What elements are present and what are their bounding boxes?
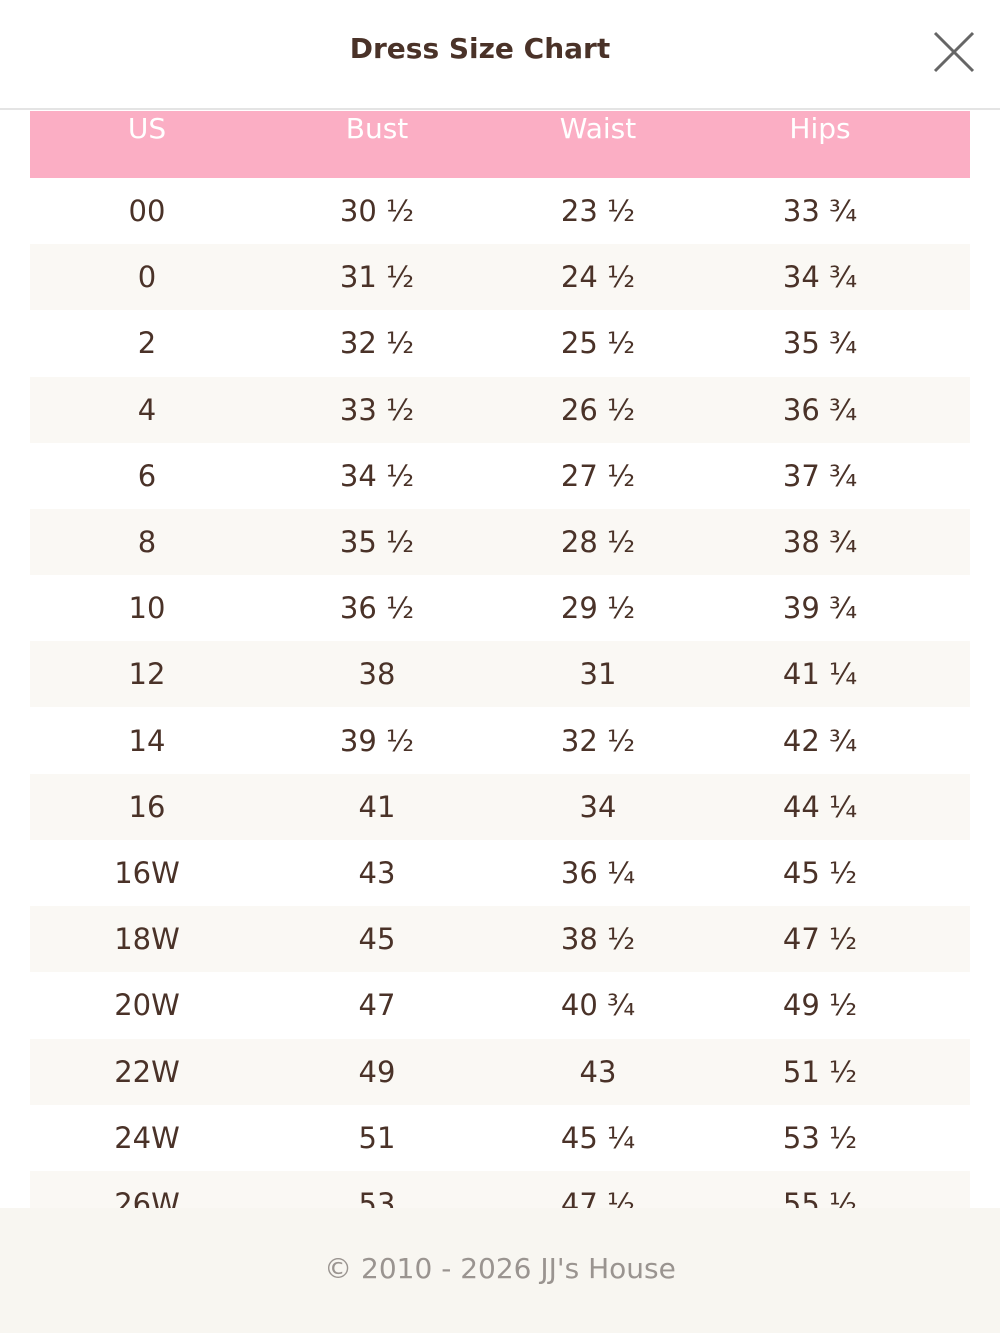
table-cell: 43	[579, 1054, 617, 1089]
table-cell: 16W	[114, 856, 180, 890]
table-cell: 14	[128, 723, 166, 758]
table-cell: 45 ½	[782, 856, 858, 890]
table-cell: 00	[128, 194, 166, 228]
table-row: 8 35 ½ 28 ½ 38 ¾	[30, 509, 970, 575]
table-cell: 6	[137, 458, 157, 493]
copyright: © 2010 - 2026 JJ's House	[324, 1252, 676, 1285]
modal-header: Dress Size Chart	[0, 0, 1000, 110]
table-cell: 12	[128, 657, 166, 692]
close-button[interactable]	[930, 28, 978, 76]
table-cell: 20W	[114, 988, 180, 1023]
table-cell: 51 ½	[782, 1054, 858, 1089]
table-cell: 33 ½	[339, 392, 415, 427]
table-cell: 2	[137, 326, 157, 361]
table-cell: 47	[358, 988, 396, 1023]
table-cell: 42 ¾	[782, 723, 858, 758]
table-cell: 36 ½	[339, 591, 415, 626]
table-cell: 49	[358, 1054, 396, 1089]
table-cell: 24 ½	[560, 260, 636, 295]
table-cell: 32 ½	[339, 326, 415, 361]
table-header: US Bust Waist Hips	[30, 111, 970, 178]
table-cell: 25 ½	[560, 326, 636, 361]
table-row: 16 41 34 44 ¼	[30, 773, 970, 840]
table-row: 16W 43 36 ¼ 45 ½	[30, 840, 970, 906]
table-cell: 34	[579, 789, 617, 824]
table-row: 2 32 ½ 25 ½ 35 ¾	[30, 310, 970, 377]
column-header: Hips	[789, 112, 851, 145]
modal-title: Dress Size Chart	[349, 32, 611, 65]
table-cell: 37 ¾	[782, 458, 858, 493]
table-cell: 40 ¾	[560, 988, 636, 1023]
table-row: 12 38 31 41 ¼	[30, 641, 970, 708]
table-cell: 41	[358, 789, 396, 824]
table-cell: 26W	[114, 1187, 180, 1208]
table-cell: 36 ¾	[782, 392, 858, 427]
table-cell: 53	[358, 1187, 396, 1208]
table-row: 4 33 ½ 26 ½ 36 ¾	[30, 376, 970, 443]
table-cell: 28 ½	[560, 525, 636, 559]
table-cell: 45	[358, 922, 396, 957]
table-cell: 22W	[114, 1054, 180, 1089]
table-cell: 34 ¾	[782, 260, 858, 295]
table-cell: 55 ½	[782, 1187, 858, 1208]
table-cell: 35 ¾	[782, 326, 858, 361]
table-cell: 8	[137, 525, 157, 559]
table-cell: 32 ½	[560, 723, 636, 758]
table-cell: 49 ½	[782, 988, 858, 1023]
table-cell: 23 ½	[560, 194, 636, 228]
table-cell: 31	[579, 657, 617, 692]
table-row: 14 39 ½ 32 ½ 42 ¾	[30, 707, 970, 774]
table-cell: 30 ½	[339, 194, 415, 228]
table-cell: 45 ¼	[560, 1120, 636, 1155]
table-cell: 27 ½	[560, 458, 636, 493]
column-header: Bust	[345, 112, 409, 145]
table-cell: 47 ½	[782, 922, 858, 957]
table-row: 24W 51 45 ¼ 53 ½	[30, 1104, 970, 1171]
table-cell: 39 ½	[339, 723, 415, 758]
table-cell: 31 ½	[339, 260, 415, 295]
table-cell: 18W	[114, 922, 180, 957]
table-cell: 24W	[114, 1120, 180, 1155]
table-cell: 41 ¼	[782, 657, 858, 692]
table-cell: 47 ½	[560, 1187, 636, 1208]
table-cell: 51	[358, 1120, 396, 1155]
table-cell: 29 ½	[560, 591, 636, 626]
column-header: Waist	[559, 112, 637, 145]
table-row: 26W 53 47 ½ 55 ½	[30, 1171, 970, 1208]
table-cell: 4	[137, 392, 157, 427]
table-row: 10 36 ½ 29 ½ 39 ¾	[30, 575, 970, 642]
table-row: 00 30 ½ 23 ½ 33 ¾	[30, 178, 970, 244]
size-table: US Bust Waist Hips 00 30 ½ 23 ½ 33 ¾ 0 31 ½ 24 ½ 3…	[30, 111, 970, 1208]
table-row: 18W 45 38 ½ 47 ½	[30, 906, 970, 973]
table-cell: 35 ½	[339, 525, 415, 559]
table-cell: 53 ½	[782, 1120, 858, 1155]
table-cell: 36 ¼	[560, 856, 636, 890]
table-cell: 38 ¾	[782, 525, 858, 559]
table-row: 6 34 ½ 27 ½ 37 ¾	[30, 442, 970, 509]
table-cell: 39 ¾	[782, 591, 858, 626]
table-cell: 44 ¼	[782, 789, 858, 824]
table-cell: 16	[128, 789, 166, 824]
column-header: US	[127, 112, 167, 145]
footer	[0, 1208, 1000, 1333]
table-row: 0 31 ½ 24 ½ 34 ¾	[30, 244, 970, 311]
table-row: 20W 47 40 ¾ 49 ½	[30, 972, 970, 1039]
table-row: 22W 49 43 51 ½	[30, 1038, 970, 1105]
table-cell: 33 ¾	[782, 194, 858, 228]
table-cell: 38	[358, 657, 396, 692]
table-cell: 0	[137, 260, 157, 295]
table-cell: 38 ½	[560, 922, 636, 957]
table-cell: 43	[358, 856, 396, 890]
table-cell: 34 ½	[339, 458, 415, 493]
table-cell: 10	[128, 591, 166, 626]
table-cell: 26 ½	[560, 392, 636, 427]
